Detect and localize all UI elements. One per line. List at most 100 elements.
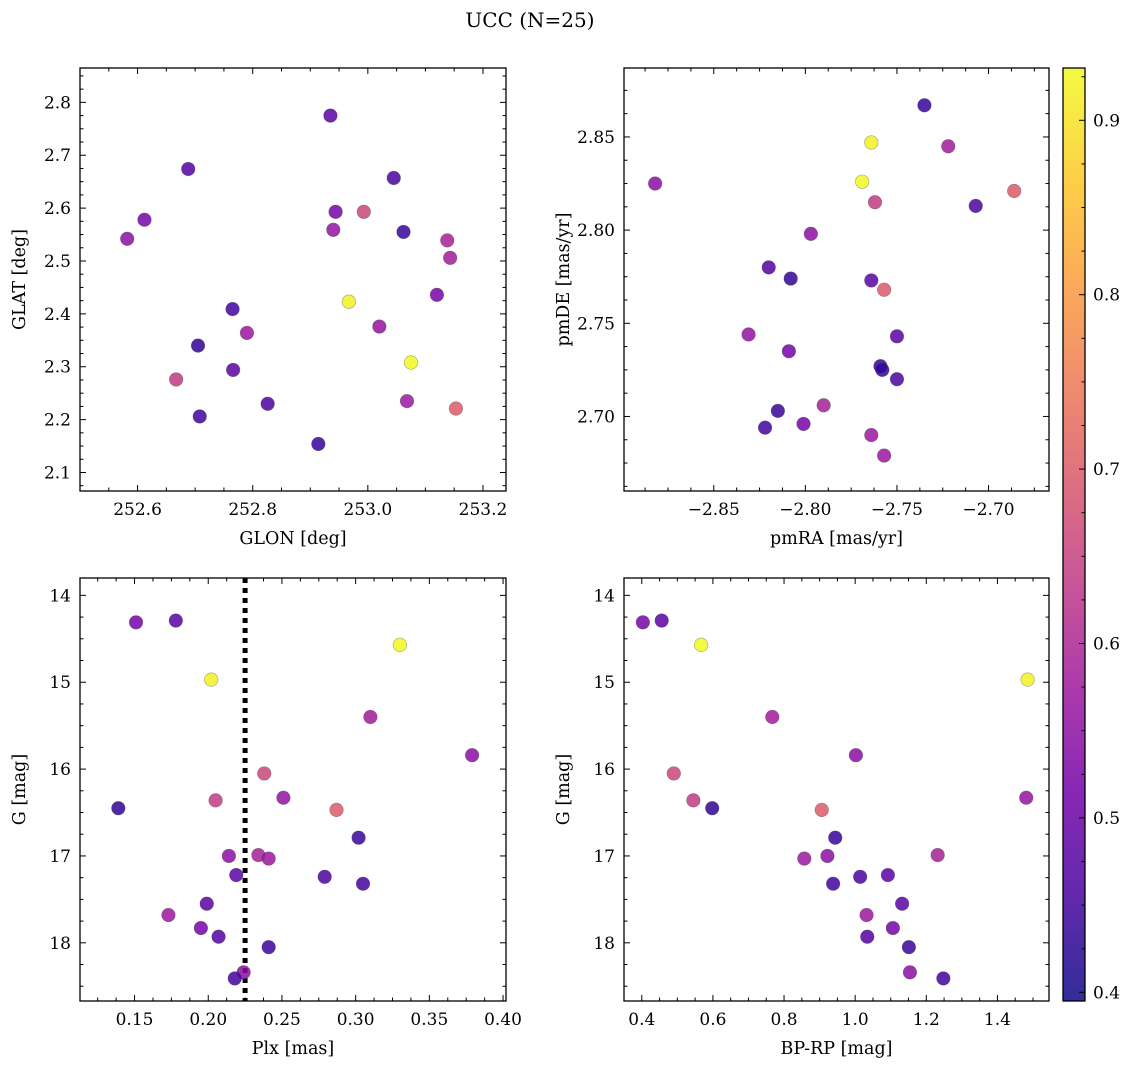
data-point-19: [226, 362, 241, 378]
colorbar-tick-label: 0.6: [1093, 634, 1120, 654]
colorbar-tick-label: 0.4: [1093, 983, 1120, 1003]
y-tick-label: 2.5: [44, 252, 71, 272]
colorbar-gradient: [1063, 68, 1085, 1001]
data-point-2: [864, 135, 879, 150]
x-tick-label: 0.30: [337, 1010, 375, 1030]
data-point-5: [328, 204, 343, 219]
y-axis-label: G [mag]: [554, 754, 574, 825]
y-tick-label: 2.6: [44, 199, 71, 219]
x-tick-label: −2.70: [962, 500, 1014, 520]
data-point-17: [190, 338, 206, 353]
data-point-18: [826, 876, 841, 891]
data-point-3: [386, 170, 401, 186]
y-tick-label: 15: [593, 673, 615, 693]
panel-pmra-pmde: −2.85 −2.80 −2.75 −2.70 2.70 2.75 2.80 2.85 pmRA…: [554, 67, 1050, 549]
data-point-25: [936, 971, 951, 986]
data-point-12: [351, 830, 366, 845]
data-point-22: [796, 416, 811, 432]
data-point-12: [828, 830, 843, 845]
data-points: [635, 613, 1035, 986]
colorbar-tick-label: 0.9: [1093, 111, 1120, 131]
x-tick-label: 0.25: [263, 1010, 301, 1030]
data-point-5: [765, 709, 780, 725]
colorbar-tick-label: 0.5: [1093, 809, 1120, 829]
y-tick-label: 16: [593, 760, 615, 780]
data-point-4: [204, 672, 219, 687]
data-point-25: [877, 448, 892, 463]
data-point-17: [317, 869, 332, 884]
y-tick-label: 17: [49, 847, 71, 867]
data-point-19: [199, 896, 214, 911]
x-tick-label: 252.8: [228, 500, 277, 520]
data-points: [120, 108, 464, 452]
data-point-1: [323, 108, 338, 123]
data-point-10: [761, 260, 776, 275]
data-point-15: [261, 851, 276, 866]
y-tick-label: 2.75: [577, 314, 615, 334]
x-tick-label: 0.8: [771, 1010, 798, 1030]
data-point-13: [341, 294, 356, 309]
x-tick-label: 0.6: [699, 1010, 726, 1030]
data-point-22: [211, 929, 226, 944]
data-point-3: [694, 637, 709, 652]
data-point-2: [168, 613, 183, 628]
axes-frame: [623, 67, 1050, 492]
data-points: [648, 98, 1022, 463]
x-tick-label: 1.2: [913, 1010, 940, 1030]
scatter-panels: 252.6 252.8 253.0 253.2 2.1 2.2 2.3 2.4 2.5 2.6 2.…: [10, 67, 1050, 1059]
data-point-10: [111, 801, 126, 816]
colorbar: 0.4 0.5 0.6 0.7 0.8 0.9: [1062, 67, 1120, 1003]
data-point-1: [128, 615, 144, 630]
data-point-15: [372, 319, 387, 334]
data-point-12: [429, 287, 445, 302]
axes-frame: [79, 577, 507, 1002]
data-point-13: [930, 847, 945, 863]
colorbar-tick-label: 0.7: [1093, 460, 1120, 480]
data-point-16: [239, 325, 255, 341]
x-tick-label: 0.40: [484, 1010, 522, 1030]
data-point-15: [889, 329, 905, 344]
data-point-21: [770, 403, 785, 418]
data-point-8: [326, 222, 341, 237]
y-tick-label: 14: [49, 586, 71, 606]
data-point-24: [902, 965, 918, 980]
figure-title: UCC (N=25): [465, 8, 594, 32]
data-point-7: [257, 766, 272, 781]
y-tick-label: 16: [49, 760, 71, 780]
panel-bprp-g: 0.4 0.6 0.8 1.0 1.2 1.4 14 15 16 17 18 BP-RP [mag] G…: [554, 577, 1050, 1059]
data-point-11: [443, 250, 458, 265]
data-point-14: [225, 302, 240, 317]
data-point-5: [363, 709, 378, 725]
data-point-5: [648, 176, 663, 191]
data-point-3: [392, 637, 407, 652]
data-point-21: [399, 394, 415, 409]
data-point-3: [941, 139, 956, 154]
data-point-24: [192, 409, 207, 424]
data-point-11: [814, 802, 829, 818]
x-tick-label: 0.20: [189, 1010, 227, 1030]
data-point-23: [757, 420, 773, 435]
x-tick-label: 1.0: [842, 1010, 869, 1030]
y-tick-label: 2.80: [577, 221, 615, 241]
data-point-1: [917, 98, 932, 113]
data-point-6: [848, 748, 863, 763]
data-point-18: [355, 876, 371, 891]
data-point-20: [816, 398, 831, 413]
data-point-22: [260, 396, 275, 411]
data-point-21: [193, 920, 208, 936]
data-point-9: [686, 793, 701, 808]
x-axis-label: pmRA [mas/yr]: [770, 529, 903, 549]
data-point-8: [1019, 790, 1034, 805]
data-point-19: [895, 896, 910, 911]
data-point-23: [901, 940, 916, 955]
y-tick-label: 2.2: [44, 411, 71, 431]
colorbar-frame: [1062, 67, 1086, 1002]
data-point-14: [741, 327, 756, 342]
data-point-11: [783, 271, 798, 286]
panel-plx-g: 0.15 0.20 0.25 0.30 0.35 0.40 14 15 16 17 18 Plx [m…: [10, 577, 522, 1059]
data-point-2: [654, 613, 669, 628]
data-point-10: [440, 233, 455, 248]
data-point-16: [229, 867, 244, 883]
data-point-9: [803, 226, 818, 241]
